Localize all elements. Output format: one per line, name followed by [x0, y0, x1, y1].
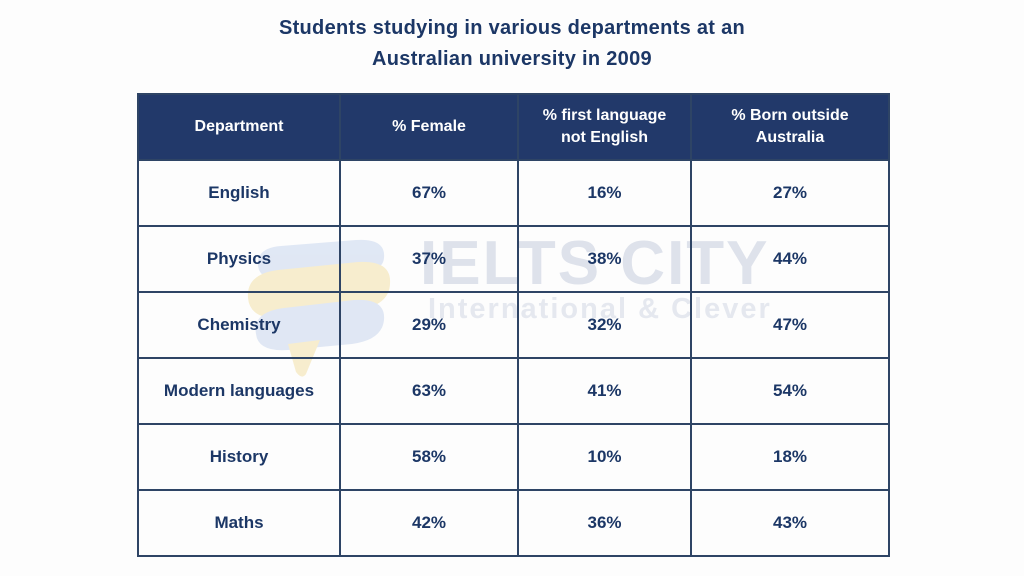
table-header: Department % Female % first language not…: [137, 93, 890, 161]
value-cell: 16%: [517, 159, 692, 227]
departments-table: Department % Female % first language not…: [137, 93, 890, 557]
value-cell: 37%: [339, 225, 519, 293]
header-born-outside: % Born outside Australia: [690, 93, 890, 161]
chart-title: Students studying in various departments…: [0, 13, 1024, 75]
value-cell: 36%: [517, 489, 692, 557]
chart-title-line1: Students studying in various departments…: [278, 17, 746, 39]
value-cell: 27%: [690, 159, 890, 227]
table-body: English 67% 16% 27% Physics 37% 38% 44% …: [137, 159, 890, 557]
value-cell: 18%: [690, 423, 890, 491]
department-cell: History: [137, 423, 341, 491]
department-cell: Modern languages: [137, 357, 341, 425]
header-department: Department: [137, 93, 341, 161]
table-row: History 58% 10% 18%: [137, 423, 890, 491]
value-cell: 10%: [517, 423, 692, 491]
department-cell: Chemistry: [137, 291, 341, 359]
value-cell: 63%: [339, 357, 519, 425]
department-cell: Physics: [137, 225, 341, 293]
chart-title-line2: Australian university in 2009: [372, 48, 652, 70]
value-cell: 67%: [339, 159, 519, 227]
value-cell: 42%: [339, 489, 519, 557]
value-cell: 47%: [690, 291, 890, 359]
value-cell: 54%: [690, 357, 890, 425]
table-row: Maths 42% 36% 43%: [137, 489, 890, 557]
header-row: Department % Female % first language not…: [137, 93, 890, 161]
value-cell: 58%: [339, 423, 519, 491]
value-cell: 38%: [517, 225, 692, 293]
department-cell: Maths: [137, 489, 341, 557]
table-row: Physics 37% 38% 44%: [137, 225, 890, 293]
value-cell: 41%: [517, 357, 692, 425]
department-cell: English: [137, 159, 341, 227]
header-first-language: % first language not English: [517, 93, 692, 161]
table-row: English 67% 16% 27%: [137, 159, 890, 227]
value-cell: 32%: [517, 291, 692, 359]
header-female: % Female: [339, 93, 519, 161]
value-cell: 29%: [339, 291, 519, 359]
table-row: Chemistry 29% 32% 47%: [137, 291, 890, 359]
value-cell: 43%: [690, 489, 890, 557]
value-cell: 44%: [690, 225, 890, 293]
table-row: Modern languages 63% 41% 54%: [137, 357, 890, 425]
